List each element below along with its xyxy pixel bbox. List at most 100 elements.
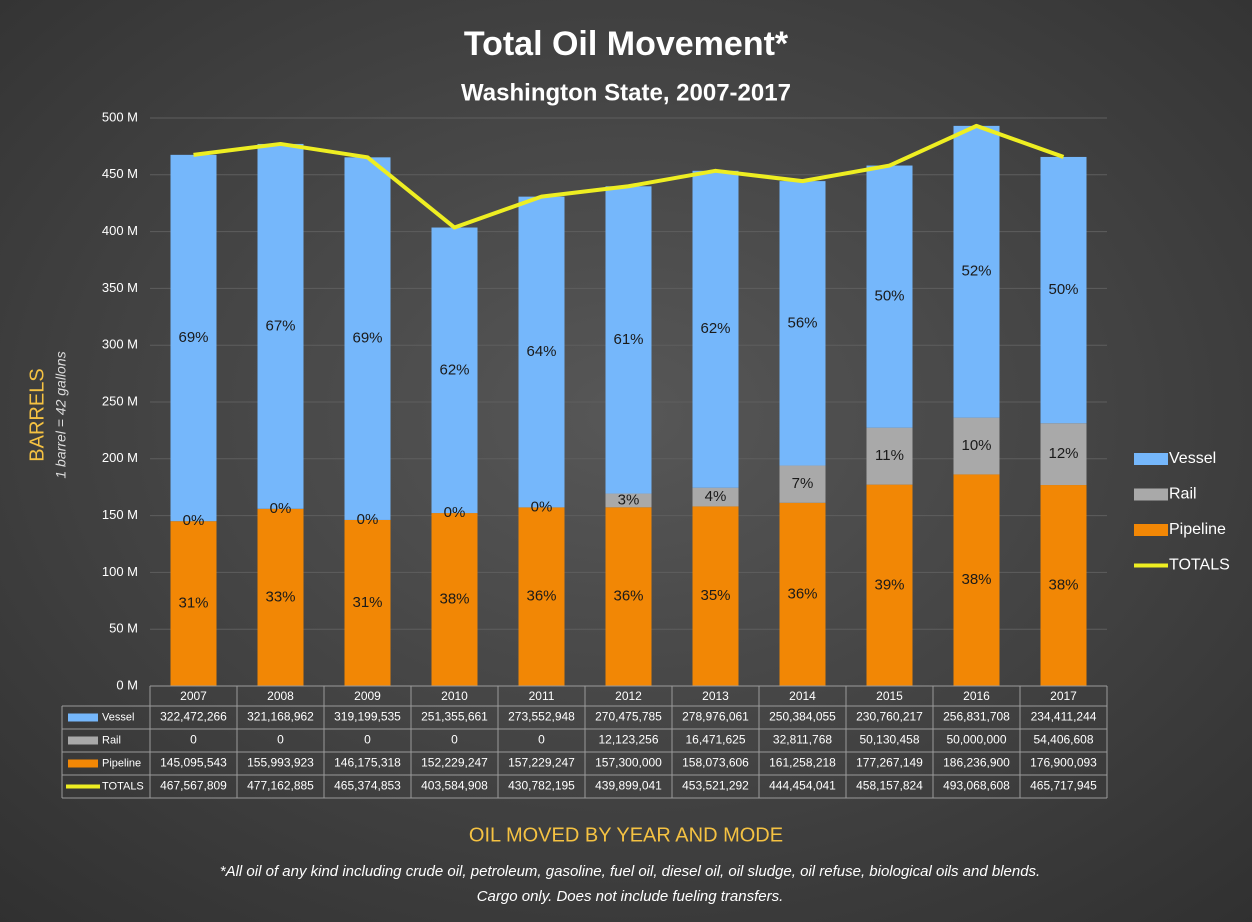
y-tick-label: 100 M <box>102 564 138 579</box>
bar-segment <box>170 154 217 522</box>
bar-segment <box>953 474 1000 686</box>
table-cell: 50,000,000 <box>946 733 1006 747</box>
bar-segment <box>953 417 1000 475</box>
x-tick-label: 2009 <box>354 689 381 703</box>
totals-line <box>193 123 1065 230</box>
percent-label: 69% <box>178 329 208 346</box>
table-cell: 161,258,218 <box>769 756 836 770</box>
table-cell: 186,236,900 <box>943 756 1010 770</box>
percent-label: 35% <box>700 587 730 604</box>
table-cell: 465,717,945 <box>1030 779 1097 793</box>
table-cell: 230,760,217 <box>856 710 923 724</box>
percent-label: 67% <box>265 317 295 334</box>
percent-label: 50% <box>874 288 904 305</box>
bar-segment <box>257 508 304 686</box>
table-cell: 146,175,318 <box>334 756 401 770</box>
table-legend-swatch <box>68 713 98 722</box>
table-cell: 157,229,247 <box>508 756 575 770</box>
table-cell: 54,406,608 <box>1033 733 1093 747</box>
bar-segment <box>1040 485 1087 686</box>
table-cell: 177,267,149 <box>856 756 923 770</box>
y-tick-label: 350 M <box>102 280 138 295</box>
table-cell: 145,095,543 <box>160 756 227 770</box>
table-cell: 0 <box>190 733 197 747</box>
percent-label: 33% <box>265 588 295 605</box>
table-cell: 250,384,055 <box>769 710 836 724</box>
footnote: *All oil of any kind including crude oil… <box>220 863 1040 880</box>
y-tick-label: 200 M <box>102 450 138 465</box>
bar-segment <box>866 165 913 428</box>
percent-label: 31% <box>178 595 208 612</box>
bar-segment <box>344 157 391 520</box>
table-legend-swatch <box>68 759 98 768</box>
bar-segment <box>605 186 652 494</box>
bar-segment <box>779 181 826 466</box>
percent-label: 4% <box>705 488 727 505</box>
table-cell: 0 <box>451 733 458 747</box>
bar-segment <box>431 513 478 686</box>
bar-segment <box>866 427 913 485</box>
table-cell: 12,123,256 <box>598 733 658 747</box>
table-cell: 50,130,458 <box>859 733 919 747</box>
x-tick-label: 2014 <box>789 689 816 703</box>
legend-label: Vessel <box>1169 450 1216 467</box>
percent-label: 0% <box>357 511 379 528</box>
table-cell: 0 <box>538 733 545 747</box>
percent-label: 10% <box>961 437 991 454</box>
bar-segment <box>866 484 913 686</box>
legend-label: TOTALS <box>1169 557 1230 574</box>
y-tick-label: 500 M <box>102 109 138 124</box>
x-tick-label: 2017 <box>1050 689 1077 703</box>
table-cell: 458,157,824 <box>856 779 923 793</box>
table-cell: 32,811,768 <box>773 733 832 747</box>
x-tick-label: 2008 <box>267 689 294 703</box>
bar-segment <box>518 507 565 686</box>
x-axis-label: OIL MOVED BY YEAR AND MODE <box>469 824 783 846</box>
table-cell: 453,521,292 <box>682 779 749 793</box>
percent-label: 56% <box>787 314 817 331</box>
percent-label: 61% <box>613 331 643 348</box>
x-tick-label: 2010 <box>441 689 468 703</box>
bar-segment <box>605 507 652 686</box>
legend-swatch <box>1134 453 1168 465</box>
bar-segment <box>779 465 826 503</box>
bar-segment <box>1040 156 1087 424</box>
x-tick-label: 2016 <box>963 689 990 703</box>
x-tick-label: 2007 <box>180 689 207 703</box>
percent-label: 39% <box>874 576 904 593</box>
table-cell: 321,168,962 <box>247 710 314 724</box>
percent-label: 0% <box>270 500 292 517</box>
table-cell: 319,199,535 <box>334 710 401 724</box>
table-cell: 16,471,625 <box>685 733 745 747</box>
table-cell: 176,900,093 <box>1030 756 1097 770</box>
chart-title: Total Oil Movement* <box>464 25 789 63</box>
y-tick-label: 250 M <box>102 393 138 408</box>
bar-segment <box>431 227 478 514</box>
bar-segment <box>692 487 739 507</box>
table-legend-swatch <box>68 736 98 745</box>
y-tick-label: 300 M <box>102 337 138 352</box>
table-cell: 251,355,661 <box>421 710 488 724</box>
table-cell: 444,454,041 <box>769 779 836 793</box>
percent-label: 62% <box>439 361 469 378</box>
table-cell: 439,899,041 <box>595 779 662 793</box>
legend-label: Rail <box>1169 486 1197 503</box>
table-row-label: Vessel <box>102 711 134 723</box>
bar-segment <box>170 521 217 686</box>
y-tick-label: 450 M <box>102 166 138 181</box>
table-cell: 465,374,853 <box>334 779 401 793</box>
table-cell: 0 <box>364 733 371 747</box>
percent-label: 38% <box>961 571 991 588</box>
percent-label: 7% <box>792 475 814 492</box>
table-cell: 0 <box>277 733 284 747</box>
footnote: Cargo only. Does not include fueling tra… <box>477 888 784 905</box>
table-cell: 430,782,195 <box>508 779 575 793</box>
y-tick-label: 0 M <box>116 677 138 692</box>
percent-label: 36% <box>613 588 643 605</box>
percent-label: 0% <box>444 504 466 521</box>
table-cell: 493,068,608 <box>943 779 1010 793</box>
percent-label: 36% <box>526 588 556 605</box>
percent-label: 31% <box>352 594 382 611</box>
